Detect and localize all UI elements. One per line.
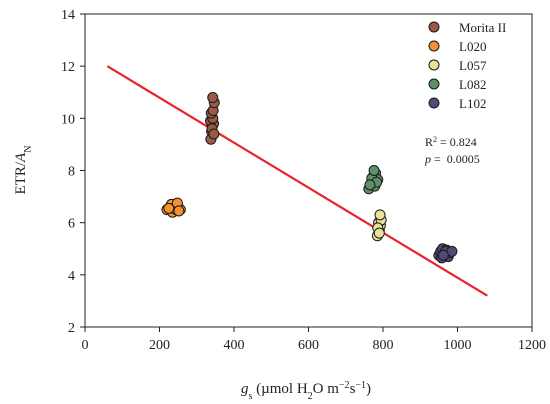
legend-marker <box>428 59 440 71</box>
r-squared-label: R2 = 0.824 <box>425 135 477 150</box>
y-tick-label: 2 <box>68 321 75 336</box>
series-l057 <box>371 209 387 242</box>
x-axis-title: gs (µmol H2O m−2s−1) <box>241 380 371 402</box>
series-morita-ii <box>205 91 220 145</box>
y-tick-label: 4 <box>68 269 75 284</box>
data-point <box>207 91 219 103</box>
legend-marker <box>428 78 440 90</box>
data-point <box>163 202 175 214</box>
legend-label: L057 <box>459 58 487 73</box>
x-tick-label: 200 <box>149 338 170 353</box>
data-point <box>364 179 376 191</box>
y-tick-label: 12 <box>61 60 75 75</box>
x-tick-label: 400 <box>224 338 245 353</box>
legend-marker <box>428 21 440 33</box>
legend-label: L082 <box>459 77 486 92</box>
series-l102 <box>433 243 458 264</box>
series-l020 <box>161 197 186 218</box>
legend-label: L020 <box>459 39 486 54</box>
regression-line <box>106 65 488 297</box>
y-tick-label: 14 <box>61 8 75 23</box>
data-point <box>368 165 380 176</box>
fit-line-layer <box>106 65 488 297</box>
points-layer <box>161 91 458 264</box>
y-tick-label: 10 <box>61 112 75 127</box>
data-point <box>173 205 185 217</box>
x-tick-label: 800 <box>373 338 394 353</box>
data-point <box>208 128 220 140</box>
x-tick-label: 600 <box>298 338 319 353</box>
legend-label: L102 <box>459 96 486 111</box>
series-l082 <box>363 165 384 195</box>
legend-marker <box>428 97 440 109</box>
legend: Morita II L020 L057 L082 L102 <box>428 20 506 111</box>
axes-layer: 0 200 400 600 800 1000 1200 2 4 6 8 10 12 14 <box>61 8 546 353</box>
y-axis-title: ETR/AN <box>13 146 34 195</box>
x-tick-label: 1000 <box>444 338 472 353</box>
legend-label: Morita II <box>459 20 506 35</box>
y-tick-label: 8 <box>68 165 75 180</box>
y-tick-label: 6 <box>68 217 75 232</box>
x-tick-label: 0 <box>82 338 89 353</box>
legend-marker <box>428 40 440 52</box>
data-point <box>374 209 386 221</box>
p-value-label: p = 0.0005 <box>424 152 480 166</box>
x-tick-label: 1200 <box>518 338 546 353</box>
data-point <box>437 249 449 261</box>
data-point <box>373 227 385 239</box>
